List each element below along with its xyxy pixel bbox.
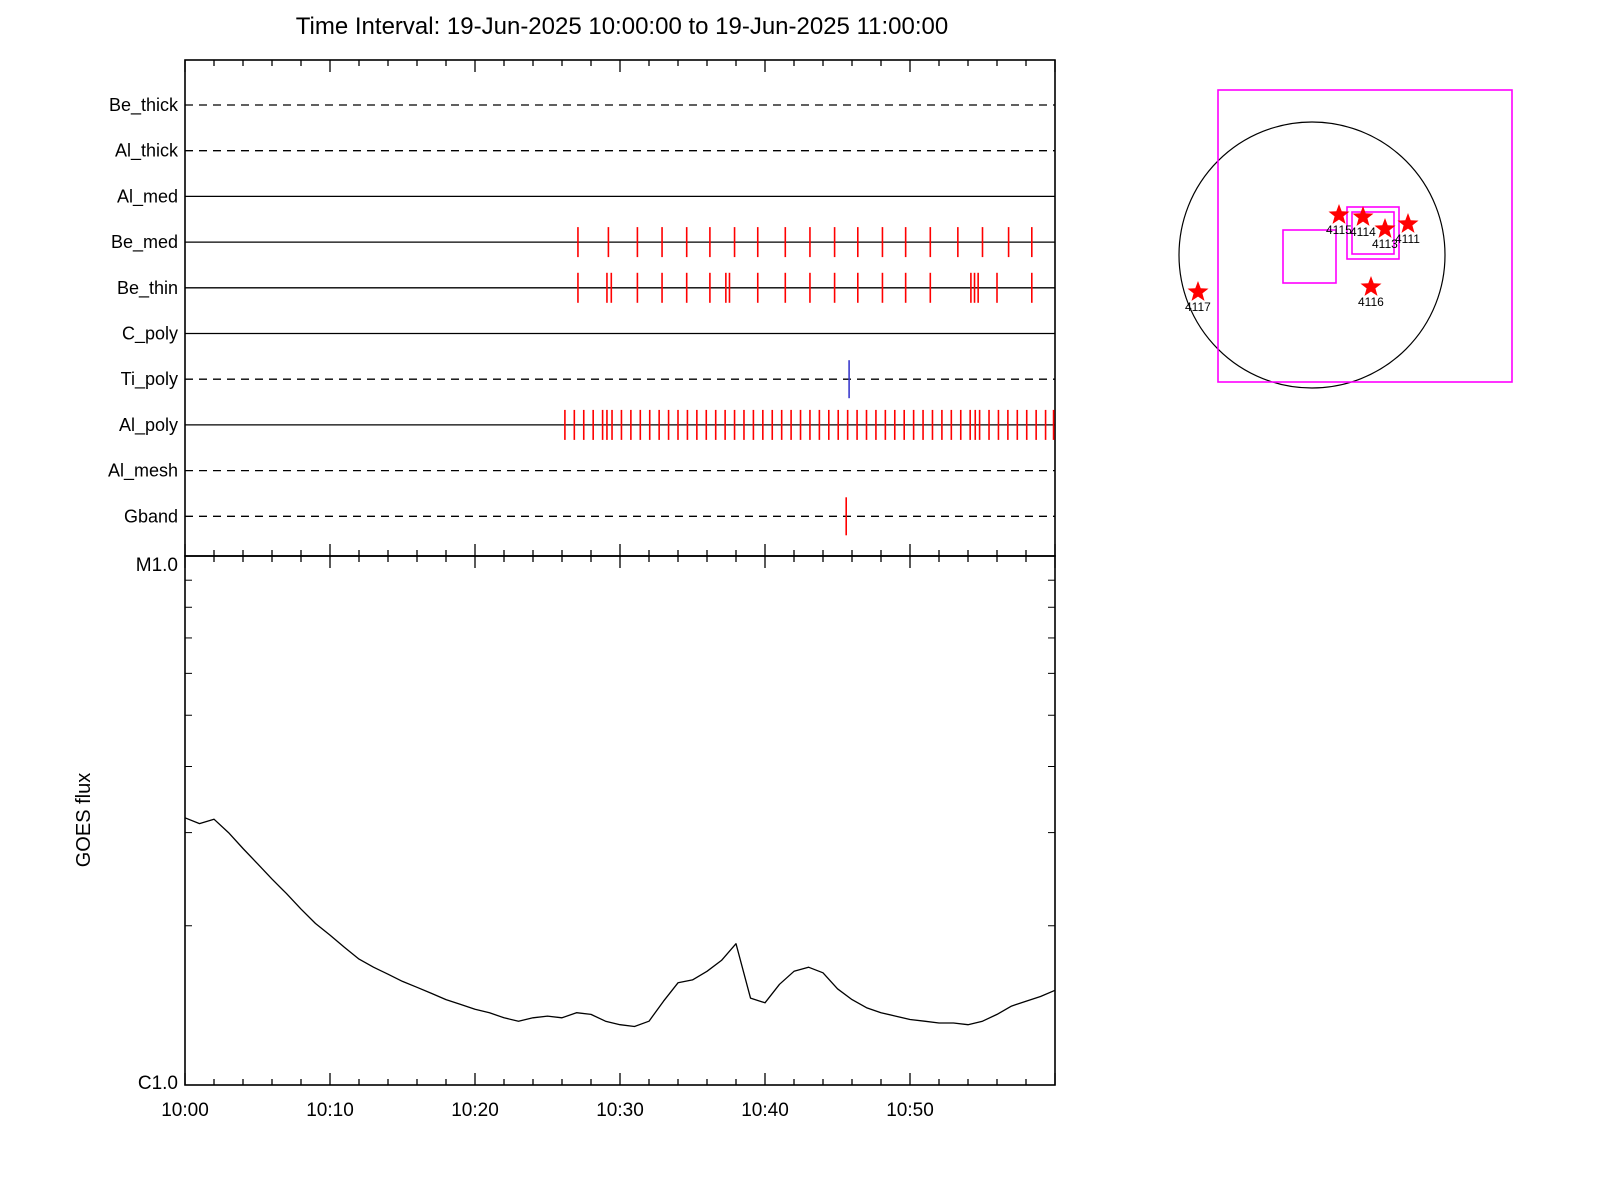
active-region-star xyxy=(1328,204,1350,224)
goes-ylabel: GOES flux xyxy=(73,773,95,867)
active-region-label: 4116 xyxy=(1358,295,1384,309)
x-tick-label: 10:30 xyxy=(596,1100,644,1121)
active-region-star xyxy=(1360,276,1382,296)
filter-row-label: Al_mesh xyxy=(108,461,178,482)
goes-curve xyxy=(184,817,1056,1028)
y-axis-top-label: M1.0 xyxy=(136,555,178,576)
fov-box xyxy=(1351,211,1395,255)
filter-row-label: Al_poly xyxy=(119,415,178,436)
active-region-label: 4117 xyxy=(1185,300,1211,314)
active-region-label: 4114 xyxy=(1350,225,1376,239)
active-region-label: 4115 xyxy=(1326,223,1352,237)
x-tick-label: 10:50 xyxy=(886,1100,934,1121)
goes-panel-frame xyxy=(184,555,1056,1086)
active-region-star xyxy=(1352,206,1374,226)
goes-flux-panel: M1.0 C1.0 10:00 10:10 10:20 10:30 10:40 10:50 GO… xyxy=(73,555,1056,1121)
filter-row-label: Al_thick xyxy=(115,141,179,162)
filter-row-label: Be_thin xyxy=(117,278,178,299)
filter-row-label: Al_med xyxy=(117,186,178,207)
active-region-star xyxy=(1187,281,1209,301)
filter-row-label: Gband xyxy=(124,506,178,526)
active-region-label: 4113 xyxy=(1372,237,1398,251)
fov-box xyxy=(1346,206,1400,260)
active-region-star xyxy=(1374,218,1396,238)
active-region-star xyxy=(1397,213,1419,233)
solar-limb xyxy=(1178,121,1446,389)
filter-timeline-panel: Be_thick Al_thick Al_med Be_med Be_thin C_pol… xyxy=(108,60,1056,556)
filter-row-label: Be_thick xyxy=(109,95,179,116)
filter-row-label: Be_med xyxy=(111,232,178,253)
active-region-label: 4111 xyxy=(1395,232,1420,246)
x-tick-label: 10:00 xyxy=(161,1100,209,1121)
filter-row-label: Ti_poly xyxy=(121,369,178,390)
fov-box xyxy=(1282,229,1337,284)
filter-row-label: C_poly xyxy=(122,324,178,345)
y-axis-bottom-label: C1.0 xyxy=(138,1073,178,1094)
x-tick-label: 10:20 xyxy=(451,1100,499,1121)
x-tick-label: 10:40 xyxy=(741,1100,789,1121)
x-tick-label: 10:10 xyxy=(306,1100,354,1121)
filter-panel-frame xyxy=(184,59,1056,557)
plot-title: Time Interval: 19-Jun-2025 10:00:00 to 1… xyxy=(296,13,948,40)
fov-box xyxy=(1217,89,1513,383)
